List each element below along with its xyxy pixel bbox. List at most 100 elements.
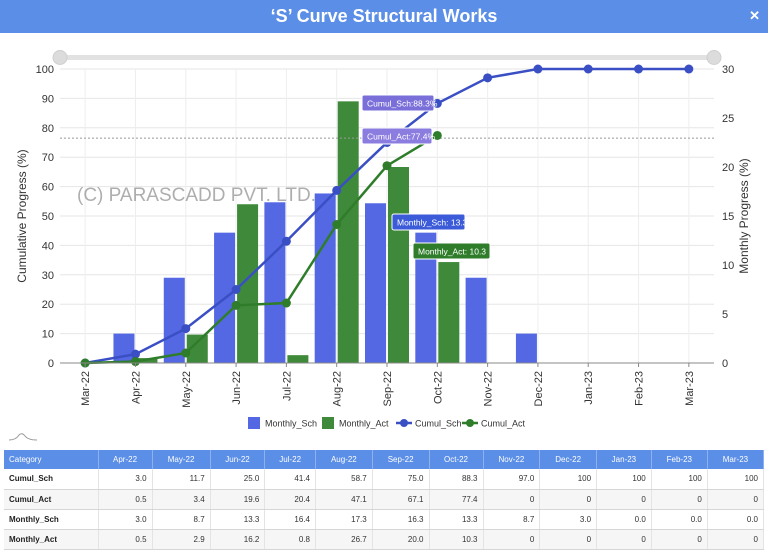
point-cumul-act[interactable] xyxy=(382,161,392,171)
bar-monthly-act[interactable] xyxy=(186,334,208,363)
table-cell: 20.4 xyxy=(264,489,316,510)
point-cumul-act[interactable] xyxy=(432,130,442,140)
watermark: (C) PARASCADD PVT. LTD. xyxy=(77,185,316,206)
slider-handle-right[interactable] xyxy=(706,50,722,65)
x-tick-label: Oct-22 xyxy=(432,371,444,404)
table-cell: 0.0 xyxy=(707,509,765,530)
point-cumul-sch[interactable] xyxy=(281,236,291,246)
table-cell: 0 xyxy=(651,489,708,510)
tooltip-text: Cumul_Sch:88.3% xyxy=(367,99,438,109)
point-cumul-sch[interactable] xyxy=(432,98,442,108)
zoom-slider[interactable] xyxy=(52,50,722,65)
axes: 0 10 20 30 40 50 60 70 80 90 100 0 5 10 15 20 25 30 Mar-22… xyxy=(15,64,751,408)
point-cumul-sch[interactable] xyxy=(583,64,593,74)
table-cell: 0.0 xyxy=(596,509,652,530)
point-cumul-act[interactable] xyxy=(281,298,291,308)
y2-axis-title: Monthly Progress (%) xyxy=(737,158,751,273)
bar-monthly-sch[interactable] xyxy=(415,232,437,363)
table-header-row: Category Apr-22 May-22 Jun-22 Jul-22 Aug-22 Se… xyxy=(4,450,765,469)
x-tick-label: Jun-22 xyxy=(231,371,243,405)
legend-label[interactable]: Monthly_Sch xyxy=(265,419,317,429)
bar-monthly-act[interactable] xyxy=(388,167,409,363)
table-cell: 100 xyxy=(651,469,708,490)
bar-monthly-act[interactable] xyxy=(438,262,460,363)
table-cell: 3.4 xyxy=(152,489,211,510)
table-cell: 0 xyxy=(596,529,652,550)
bar-monthly-sch[interactable] xyxy=(163,277,185,363)
table-cell: 0 xyxy=(707,489,765,510)
close-icon[interactable]: ✕ xyxy=(749,8,760,23)
legend-marker[interactable] xyxy=(400,419,408,427)
bar-monthly-sch[interactable] xyxy=(515,333,537,363)
slider-handle-left[interactable] xyxy=(52,50,68,65)
grid-lines xyxy=(60,68,714,364)
y2-tick-label: 5 xyxy=(722,309,728,321)
x-tick-label: Jul-22 xyxy=(281,371,293,401)
legend: Monthly_Sch Monthly_Act Cumul_Sch Cumul_Act xyxy=(248,417,526,429)
data-table: Category Apr-22 May-22 Jun-22 Jul-22 Aug-22 Se… xyxy=(4,450,765,550)
table-cell: 0 xyxy=(596,489,652,510)
mini-chart-icon xyxy=(8,433,38,441)
point-cumul-act[interactable] xyxy=(130,357,140,367)
point-cumul-act[interactable] xyxy=(332,220,342,230)
point-cumul-sch[interactable] xyxy=(483,73,493,83)
y2-tick-label: 25 xyxy=(722,113,734,125)
tooltip-box xyxy=(361,94,435,112)
bar-monthly-sch[interactable] xyxy=(465,277,487,363)
table-header-cell: Jan-23 xyxy=(596,450,652,469)
y-tick-label: 100 xyxy=(36,64,54,76)
y-axis-title: Cumulative Progress (%) xyxy=(15,149,29,282)
bar-monthly-sch[interactable] xyxy=(264,202,286,363)
legend-label[interactable]: Cumul_Sch xyxy=(415,419,462,429)
legend-label[interactable]: Cumul_Act xyxy=(481,419,526,429)
legend-swatch[interactable] xyxy=(248,417,260,429)
point-cumul-sch[interactable] xyxy=(533,64,543,74)
point-cumul-sch[interactable] xyxy=(332,185,342,195)
point-cumul-sch[interactable] xyxy=(684,64,694,74)
y2-tick-label: 15 xyxy=(722,211,734,223)
table-cell: 11.7 xyxy=(152,469,211,490)
y2-tick-label: 20 xyxy=(722,162,734,174)
legend-swatch[interactable] xyxy=(322,417,334,429)
y-tick-label: 10 xyxy=(42,329,54,341)
table-cell: 3.0 xyxy=(539,509,598,530)
y-tick-label: 20 xyxy=(42,299,54,311)
data-table-container: Category Apr-22 May-22 Jun-22 Jul-22 Aug-22 Se… xyxy=(4,450,765,550)
y-tick-label: 60 xyxy=(42,182,54,194)
point-cumul-sch[interactable] xyxy=(231,285,241,294)
table-header-cell: Jun-22 xyxy=(210,450,266,469)
table-cell: Cumul_Sch xyxy=(4,469,99,490)
table-cell: 16.3 xyxy=(372,509,430,530)
bar-monthly-sch[interactable] xyxy=(314,193,336,363)
bar-monthly-sch[interactable] xyxy=(365,203,386,363)
tooltip-text: Monthly_Sch: 13.3 xyxy=(397,218,468,228)
bar-monthly-act[interactable] xyxy=(287,355,309,363)
table-header-cell: May-22 xyxy=(152,450,211,469)
table-cell: 0 xyxy=(651,529,708,550)
table-cell: 26.7 xyxy=(315,529,373,550)
x-tick-label: Aug-22 xyxy=(332,371,344,406)
table-cell: 0 xyxy=(707,529,765,550)
table-cell: 25.0 xyxy=(210,469,266,490)
bar-monthly-act[interactable] xyxy=(337,101,359,363)
slider-track[interactable] xyxy=(60,55,714,60)
tooltip-box xyxy=(391,213,466,231)
table-body: Cumul_Sch 3.0 11.7 25.0 41.4 58.7 75.0 88.3 97.0… xyxy=(4,469,765,550)
legend-label[interactable]: Monthly_Act xyxy=(339,419,389,429)
legend-marker[interactable] xyxy=(466,419,474,427)
point-cumul-act[interactable] xyxy=(231,300,241,310)
point-cumul-sch[interactable] xyxy=(634,64,644,74)
x-tick-label: Sep-22 xyxy=(382,371,394,406)
point-cumul-sch[interactable] xyxy=(181,324,191,334)
y-tick-label: 30 xyxy=(42,270,54,282)
x-tick-label: Mar-23 xyxy=(684,371,696,406)
table-cell: 100 xyxy=(596,469,652,490)
table-row: Cumul_Sch 3.0 11.7 25.0 41.4 58.7 75.0 88.3 97.0… xyxy=(4,469,765,490)
table-header-cell: Aug-22 xyxy=(315,450,373,469)
bar-monthly-act[interactable] xyxy=(237,204,259,363)
tooltip-text: Cumul_Act:77.4% xyxy=(367,132,435,142)
point-cumul-act[interactable] xyxy=(181,348,191,358)
tooltip-box xyxy=(361,127,433,145)
table-cell: 100 xyxy=(539,469,598,490)
point-cumul-sch[interactable] xyxy=(130,349,140,359)
